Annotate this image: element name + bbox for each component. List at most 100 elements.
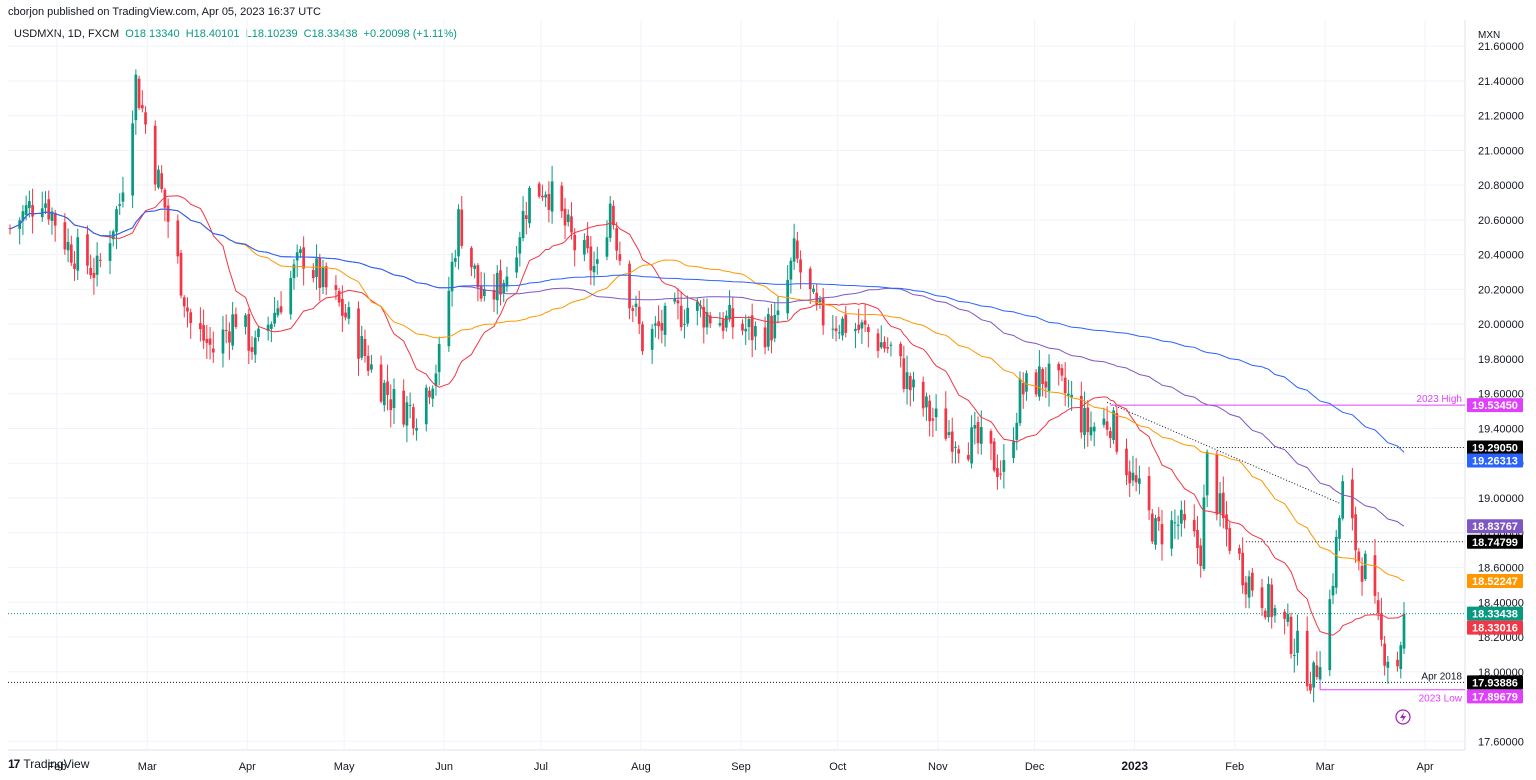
candle-body (1134, 475, 1138, 483)
candle-body (492, 289, 496, 300)
candle-body (799, 259, 802, 273)
legend-low: L18.10239 (245, 28, 298, 40)
candle-body (176, 220, 180, 257)
price-label-18-33438[interactable]: 18.33438 (1467, 606, 1523, 621)
candle-body (1015, 422, 1019, 440)
price-label-text: 17.89679 (1472, 691, 1518, 703)
time-tick-label: Feb (47, 761, 66, 773)
candle-body (750, 315, 754, 341)
candle-body (47, 199, 51, 220)
candle-body (1309, 683, 1312, 691)
price-label-18-83767[interactable]: 18.83767 (1467, 519, 1523, 534)
price-label-19-26313[interactable]: 19.26313 (1467, 453, 1523, 468)
candle-body (431, 388, 435, 399)
lightning-icon[interactable] (1395, 709, 1411, 725)
candle-body (89, 267, 93, 276)
candle-body (189, 312, 193, 324)
candle-body (676, 300, 680, 304)
candle-body (925, 396, 928, 408)
candle-body (382, 382, 386, 406)
candle-body (634, 303, 638, 307)
candle-body (499, 270, 502, 295)
candle-body (831, 328, 835, 330)
price-label-text: 18.83767 (1472, 521, 1518, 533)
candle-body (663, 305, 667, 335)
price-label-19-29050[interactable]: 19.29050 (1467, 440, 1523, 455)
price-label-text: 19.29050 (1472, 442, 1518, 454)
candle-body (1067, 393, 1070, 396)
price-label-17-89679[interactable]: 17.89679 (1467, 689, 1523, 704)
tradingview-footer[interactable]: 17 TradingView (8, 757, 89, 771)
candle-body (586, 235, 589, 249)
candle-body (518, 237, 522, 254)
candle-body (1202, 497, 1206, 569)
candle-body (886, 347, 890, 349)
candle-body (837, 332, 841, 334)
candle-body (912, 379, 915, 388)
candle-body (605, 237, 609, 257)
moving-averages (9, 195, 1405, 636)
candle-body (902, 358, 906, 389)
ma200-line (9, 208, 1405, 453)
candle-body (1260, 587, 1264, 609)
candle-body (728, 304, 731, 320)
candle-body (1105, 421, 1109, 430)
candle-body (1318, 667, 1322, 680)
price-tick-label: 20.00000 (1478, 319, 1524, 331)
candle-body (1138, 478, 1141, 484)
candle-body (973, 425, 977, 429)
candle-body (1292, 655, 1296, 657)
time-axis[interactable]: Feb Mar Apr May Jun Jul Aug Sep Oct Nov Dec 2023 Feb… (47, 759, 1434, 773)
candle-body (412, 407, 415, 429)
tradingview-logo-icon: 17 (8, 757, 20, 771)
candle-body (821, 298, 825, 326)
candle-body (841, 318, 844, 336)
price-label-19-53450[interactable]: 19.53450 (1467, 398, 1523, 413)
candle-body (73, 263, 76, 270)
candle-body (702, 306, 706, 328)
candle-body (453, 258, 457, 262)
candle-body (1221, 492, 1225, 519)
price-label-box (1467, 534, 1523, 549)
candle-body (502, 282, 506, 294)
candle-body (63, 222, 67, 250)
price-tick-label: 20.40000 (1478, 250, 1524, 262)
candle-body (244, 315, 247, 327)
candle-body (608, 203, 612, 238)
candle-body (537, 183, 541, 197)
candle-body (1044, 381, 1048, 388)
candle-body (1173, 522, 1177, 524)
price-label-18-33016[interactable]: 18.33016 (1467, 620, 1523, 635)
price-label-17-93886[interactable]: 17.93886 (1467, 675, 1523, 690)
candle-body (834, 328, 838, 332)
candle-body (53, 212, 57, 226)
candle-body (1112, 410, 1115, 440)
candle-body (1215, 454, 1219, 515)
candle-body (812, 288, 815, 292)
candle-body (247, 313, 251, 351)
candle-body (595, 259, 599, 264)
candle-body (257, 328, 260, 338)
candle-body (495, 272, 499, 301)
candle-body (460, 209, 464, 246)
candle-body (76, 237, 80, 271)
price-axis[interactable]: 21.60000 21.40000 21.20000 21.00000 20.80000… (1467, 41, 1524, 748)
candle-body (182, 297, 186, 307)
legend-symbol[interactable]: USDMXN, 1D, FXCM (14, 28, 120, 40)
price-label-text: 18.33438 (1472, 609, 1518, 621)
horizontal-levels: 2023 High Apr 2018 2023 Low (8, 394, 1465, 705)
trendline[interactable] (1106, 401, 1340, 504)
price-tick-label: 21.20000 (1478, 111, 1524, 123)
candle-body (1041, 369, 1044, 385)
candle-body (1334, 537, 1338, 588)
candle-body (631, 308, 635, 311)
candle-body (1305, 630, 1309, 687)
candle-body (92, 272, 96, 278)
price-label-18-74799[interactable]: 18.74799 (1467, 534, 1523, 549)
candle-body (944, 408, 948, 439)
candle-body (818, 299, 822, 303)
candle-body (857, 324, 861, 330)
candle-body (957, 449, 961, 454)
price-label-18-52247[interactable]: 18.52247 (1467, 573, 1523, 588)
